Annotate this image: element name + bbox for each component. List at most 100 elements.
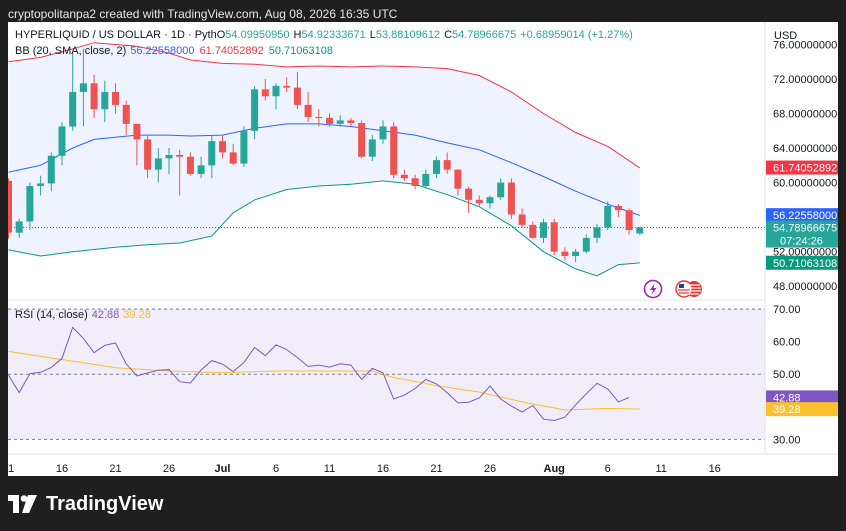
candle-body [475, 199, 483, 204]
candle-body [593, 227, 601, 238]
candle-body [529, 224, 537, 238]
rsi-ma-line [8, 350, 640, 411]
currency-label[interactable]: USD [774, 30, 797, 42]
time-tick-label: 6 [273, 463, 279, 475]
bb-lower-line [8, 180, 640, 277]
bb-upper-value: 61.74052892 [200, 45, 264, 57]
time-tick-label: Jul [215, 463, 231, 475]
chart-area[interactable]: HYPERLIQUID / US DOLLAR · 1D · PythO54.0… [3, 22, 838, 476]
candle-body [219, 141, 226, 153]
time-tick-label: 21 [109, 463, 121, 475]
candle-body [79, 83, 87, 92]
candle-body [293, 87, 301, 105]
candle-body [433, 160, 440, 174]
countdown-text: 07:24:26 [780, 236, 823, 248]
candle-body [540, 222, 547, 238]
rsi-badge [766, 390, 838, 405]
rsi-line [8, 326, 630, 422]
legend-symbol[interactable]: HYPERLIQUID / US DOLLAR · 1D · PythO54.0… [15, 29, 633, 41]
candle-body [197, 165, 205, 174]
legend-bb[interactable]: BB (20, SMA, close, 2) 56.22558000 61.7405… [15, 45, 333, 57]
time-tick-label: 21 [430, 463, 442, 475]
candle-body [176, 154, 184, 157]
candle-body [37, 183, 45, 187]
candle-body [507, 182, 515, 215]
candle-body [336, 120, 344, 124]
candle-body [315, 116, 323, 118]
time-tick-label: 16 [709, 463, 721, 475]
candle-body [154, 158, 162, 170]
price-tick-label: 52.00000000 [773, 247, 837, 259]
candle-body [144, 139, 152, 170]
candle-body [497, 182, 505, 198]
price-tick-label: 60.00000000 [773, 178, 837, 190]
candle-body [240, 130, 248, 164]
legend-rsi[interactable]: RSI (14, close) 42.88 39.28 [15, 309, 151, 321]
candle-body [572, 251, 580, 256]
candle-body [443, 160, 451, 170]
candle-body [58, 126, 66, 156]
candle-body [518, 214, 526, 225]
candle-body [604, 205, 612, 228]
rsi-levels [8, 308, 765, 440]
tradingview-logo-icon [8, 495, 38, 513]
candle-body [165, 154, 173, 159]
chart-svg[interactable]: HYPERLIQUID / US DOLLAR · 1D · PythO54.0… [3, 22, 838, 476]
candles [5, 48, 644, 263]
price-pane[interactable] [8, 22, 765, 300]
price-axis[interactable]: 76.00000000 72.00000000 68.00000000 64.0000… [773, 39, 837, 293]
candle-body [625, 210, 633, 231]
time-tick-label: 16 [56, 463, 68, 475]
candle-body [26, 186, 34, 222]
candle-body [411, 178, 419, 187]
flag-canton [679, 284, 684, 288]
candle-body [561, 251, 569, 256]
candle-body [186, 156, 194, 174]
candle-body [90, 83, 98, 110]
candle-body [112, 91, 119, 105]
bb-lower-badge-text: 50.71063108 [773, 258, 837, 270]
rsi-tick-label: 50.00 [773, 369, 801, 381]
candle-body [133, 123, 141, 140]
legend-key-o: O [217, 29, 226, 41]
rsi-label: RSI (14, close) [15, 309, 88, 321]
candle-body [358, 123, 366, 157]
time-tick-label: 6 [605, 463, 611, 475]
time-tick-label: 16 [377, 463, 389, 475]
attribution-text: cryptopolitanpa2 created with TradingVie… [8, 7, 398, 21]
brand-name: TradingView [46, 492, 164, 515]
rsi-axis[interactable]: 70.00 60.00 50.00 30.00 [773, 304, 801, 446]
time-axis[interactable]: 11 16 21 26 Jul 6 11 16 21 26 Aug 6 11 16 [3, 463, 721, 475]
lightning-icon [650, 283, 657, 295]
price-badges: 61.74052892 56.2255800054.7896667507:24:2… [766, 160, 838, 417]
candle-body [208, 141, 216, 166]
rsi-tick-label: 30.00 [773, 434, 801, 446]
time-tick-label: 26 [484, 463, 496, 475]
candle-body [283, 85, 291, 88]
bb-upper-badge-text: 61.74052892 [773, 163, 837, 175]
footer: TradingView [8, 484, 163, 524]
bb-lower-badge [766, 255, 838, 270]
event-icons[interactable] [643, 279, 703, 299]
time-tick-label: 26 [163, 463, 175, 475]
candle-body [390, 126, 398, 175]
legend-key-h: H [294, 29, 302, 41]
price-tick-label: 68.00000000 [773, 109, 837, 121]
candle-body [229, 152, 237, 164]
rsi-legend-value: 42.88 [92, 309, 120, 321]
candle-body [486, 197, 494, 204]
time-tick-label: Aug [544, 463, 565, 475]
rsi-ma-badge-text: 39.28 [773, 404, 801, 416]
candle-body [368, 139, 376, 157]
candle-body [15, 221, 23, 233]
candle-body [347, 120, 355, 124]
candle-body [272, 85, 280, 97]
legend-key-l: L [370, 29, 376, 41]
legend-value-h: 54.92333671 [301, 29, 365, 41]
last-price-badge [766, 220, 838, 248]
candle-body [379, 126, 387, 140]
candle-body [122, 104, 130, 124]
legend-value-c: 54.78966675 [452, 29, 516, 41]
candle-body [5, 180, 12, 233]
